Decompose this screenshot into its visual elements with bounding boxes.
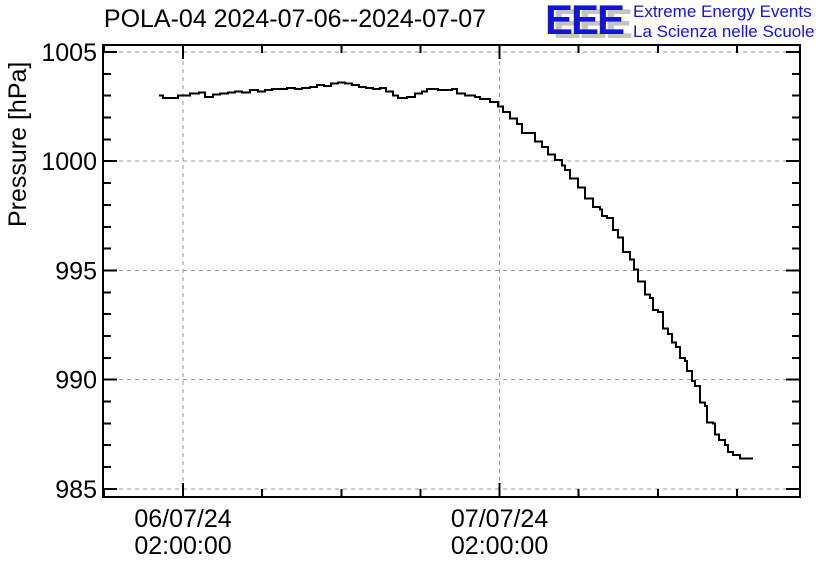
x-tick-label: 06/07/24 [134,505,231,533]
y-tick-label: 995 [55,257,97,285]
plot-frame [102,44,801,498]
eee-logo: EEE [545,0,625,43]
y-tick-label: 1000 [41,148,97,176]
x-tick-label: 07/07/24 [451,505,548,533]
x-tick-label: 02:00:00 [451,532,548,560]
y-axis-title: Pressure [hPa] [4,61,32,227]
chart-title: POLA-04 2024-07-06--2024-07-07 [103,5,487,33]
y-tick-label: 985 [55,476,97,504]
logo-tagline-2: La Scienza nelle Scuole [633,22,815,41]
logo-tagline-1: Extreme Energy Events [633,2,812,21]
y-tick-label: 1005 [41,39,97,67]
x-tick-label: 02:00:00 [134,532,231,560]
pressure-curve [159,81,753,460]
y-tick-label: 990 [55,367,97,395]
eee-logo-shadow: EEE [553,0,633,47]
